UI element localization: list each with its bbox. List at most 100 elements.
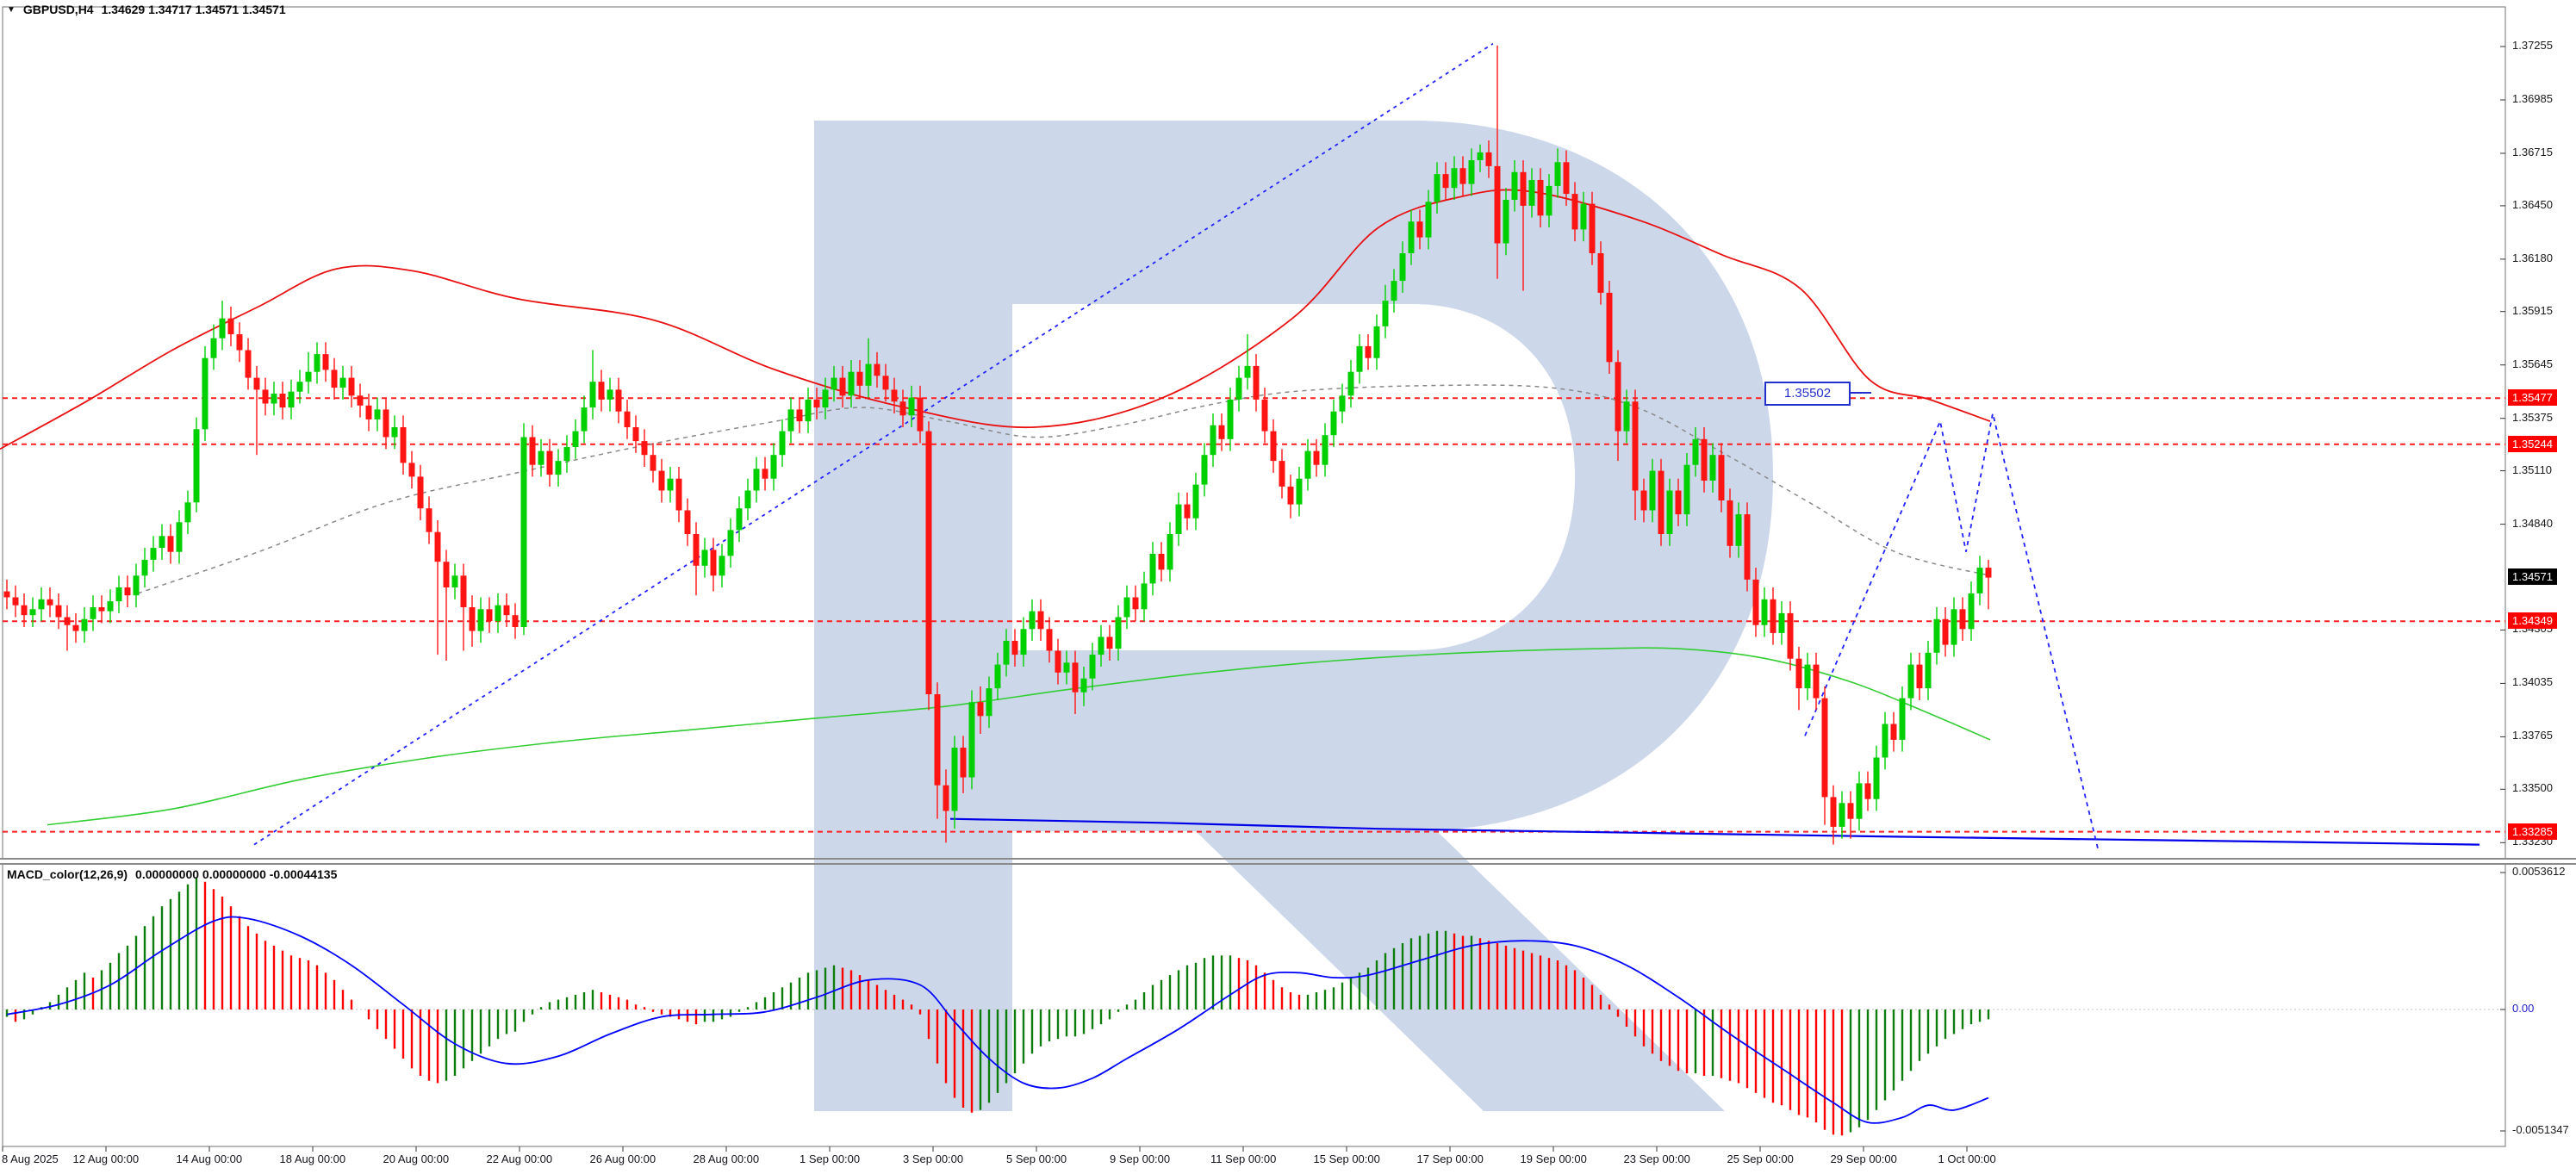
- candle: [1167, 534, 1173, 570]
- candle: [90, 607, 96, 619]
- candle: [477, 609, 484, 631]
- candle: [1933, 618, 1940, 653]
- candle: [1210, 425, 1216, 456]
- candle: [1227, 399, 1234, 439]
- candle: [348, 377, 355, 396]
- candle: [81, 618, 88, 631]
- candle: [598, 382, 605, 400]
- ascending-trendline[interactable]: [253, 42, 1494, 846]
- candle: [1632, 401, 1639, 491]
- candle: [1055, 650, 1061, 673]
- candle: [1890, 724, 1897, 740]
- blue-support-line[interactable]: [949, 817, 2480, 846]
- candle: [1830, 797, 1837, 827]
- candle: [555, 461, 562, 475]
- blue-price-label[interactable]: 1.35502: [1764, 382, 1851, 406]
- candle: [848, 371, 855, 396]
- candle: [1408, 221, 1415, 253]
- candle: [408, 463, 415, 477]
- candle: [822, 389, 829, 408]
- candle: [1149, 554, 1156, 584]
- candle: [1425, 202, 1432, 238]
- candle: [400, 427, 407, 463]
- candle: [1649, 470, 1656, 511]
- candle: [1916, 664, 1923, 689]
- candle: [624, 411, 631, 427]
- candle: [1761, 599, 1768, 625]
- candle: [1123, 597, 1130, 618]
- candle: [1322, 435, 1328, 465]
- candle: [1959, 609, 1966, 630]
- candle: [1976, 568, 1983, 593]
- candle: [1416, 221, 1423, 238]
- candle: [658, 470, 665, 491]
- candle: [1787, 612, 1794, 659]
- candle: [762, 469, 768, 479]
- candle: [167, 536, 174, 552]
- watermark-letter-R: [814, 121, 1773, 1111]
- ma-green-line: [47, 647, 1991, 826]
- candle: [1192, 484, 1199, 519]
- macd-values: 0.00000000 0.00000000 -0.00044135: [135, 867, 338, 881]
- candle: [1141, 583, 1148, 610]
- candle: [141, 559, 148, 576]
- candle: [1925, 652, 1932, 689]
- candle: [1571, 194, 1578, 230]
- candle: [856, 371, 863, 386]
- candle: [520, 437, 527, 627]
- candle: [391, 427, 398, 438]
- candle: [632, 427, 639, 442]
- candle: [383, 409, 389, 438]
- candle: [1304, 450, 1311, 479]
- candle: [727, 530, 734, 556]
- candle: [365, 405, 372, 419]
- candle: [960, 748, 967, 778]
- candle: [469, 607, 476, 631]
- candle: [1158, 554, 1165, 570]
- candle: [245, 350, 252, 378]
- candle: [227, 318, 234, 335]
- candle: [3, 591, 10, 598]
- candle: [271, 394, 277, 404]
- candle: [1382, 301, 1389, 326]
- candle: [1752, 579, 1759, 625]
- candle: [908, 397, 915, 416]
- candle: [1184, 504, 1191, 519]
- symbol-dropdown-icon[interactable]: ▼: [7, 4, 16, 15]
- candle: [1072, 662, 1079, 693]
- projection-zigzag[interactable]: [1804, 413, 2099, 849]
- candle: [1985, 568, 1992, 578]
- candle: [1347, 371, 1354, 396]
- candle: [1847, 803, 1854, 819]
- candle: [1813, 664, 1820, 699]
- candle: [202, 357, 208, 430]
- candle: [1589, 203, 1596, 253]
- candle: [1597, 253, 1604, 293]
- candle: [753, 469, 760, 491]
- candle: [538, 450, 544, 465]
- candle: [1735, 514, 1742, 546]
- horizontal-level-lines[interactable]: [3, 397, 2505, 833]
- candle: [1658, 470, 1664, 534]
- candle: [495, 605, 501, 622]
- candle: [1261, 399, 1268, 432]
- candle: [12, 597, 19, 606]
- candle: [607, 389, 613, 400]
- candle: [150, 548, 157, 560]
- candle: [1873, 757, 1880, 799]
- axis-ticks: [2, 46, 2505, 1152]
- candle: [917, 397, 924, 432]
- candle: [486, 609, 493, 622]
- candle: [21, 605, 28, 616]
- candle: [1554, 162, 1561, 186]
- candle: [1029, 611, 1036, 630]
- candle: [951, 748, 958, 811]
- symbol-period-label: GBPUSD,H4: [22, 3, 94, 16]
- candle: [176, 522, 183, 552]
- candle: [210, 338, 217, 358]
- candle: [1313, 450, 1320, 465]
- candle: [1201, 455, 1208, 485]
- candle: [1459, 168, 1466, 184]
